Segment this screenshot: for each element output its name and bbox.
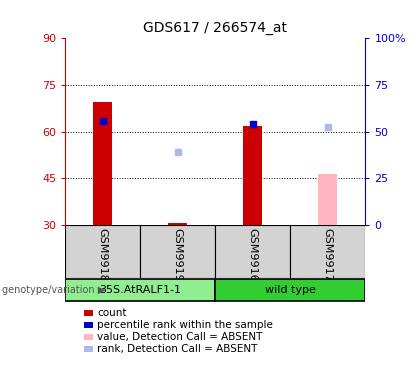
Text: GSM9919: GSM9919 bbox=[173, 228, 183, 281]
Text: GSM9916: GSM9916 bbox=[248, 228, 258, 281]
Text: value, Detection Call = ABSENT: value, Detection Call = ABSENT bbox=[97, 332, 263, 342]
Bar bbox=[65, 279, 215, 301]
Bar bbox=[244, 126, 262, 225]
Bar bbox=[318, 174, 337, 225]
Bar bbox=[215, 279, 365, 301]
Title: GDS617 / 266574_at: GDS617 / 266574_at bbox=[143, 20, 287, 35]
Bar bbox=[215, 225, 290, 278]
Text: 35S.AtRALF1-1: 35S.AtRALF1-1 bbox=[99, 285, 181, 295]
Bar bbox=[168, 223, 187, 225]
Text: count: count bbox=[97, 308, 127, 318]
Text: GSM9917: GSM9917 bbox=[323, 228, 333, 281]
Text: rank, Detection Call = ABSENT: rank, Detection Call = ABSENT bbox=[97, 344, 258, 354]
Text: percentile rank within the sample: percentile rank within the sample bbox=[97, 320, 273, 330]
Bar bbox=[93, 102, 112, 225]
Text: GSM9918: GSM9918 bbox=[97, 228, 108, 281]
Text: wild type: wild type bbox=[265, 285, 316, 295]
Bar bbox=[140, 225, 215, 278]
Text: genotype/variation ▶: genotype/variation ▶ bbox=[2, 285, 105, 295]
Bar bbox=[65, 225, 140, 278]
Bar bbox=[290, 225, 365, 278]
